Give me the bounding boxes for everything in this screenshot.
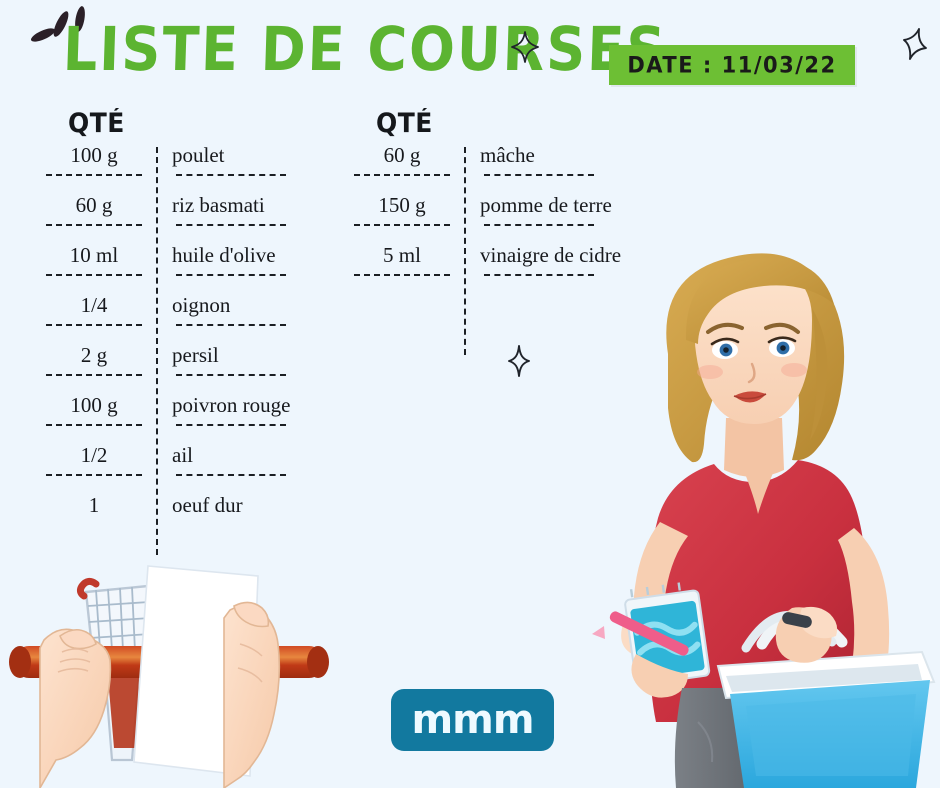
quantity-value: 10 ml (69, 243, 119, 267)
ingredient-name: poulet (172, 143, 225, 167)
quantity-cell: 10 ml (44, 243, 144, 276)
shopping-cart-hands-illustration (9, 565, 329, 788)
row-underline (46, 424, 142, 426)
ingredient-cell: mâche (480, 143, 660, 176)
list-item: 2 g persil (44, 343, 344, 393)
ingredient-name: persil (172, 343, 219, 367)
ingredient-cell: oeuf dur (172, 493, 352, 524)
ingredient-rows: 100 g poulet 60 g riz basmati (44, 143, 344, 555)
ingredient-cell: ail (172, 443, 352, 476)
list-item: 60 g riz basmati (44, 193, 344, 243)
ingredient-cell: pomme de terre (480, 193, 660, 226)
row-underline (176, 274, 286, 276)
brand-logo: mmm (391, 689, 554, 751)
list-item: 60 g mâche (352, 143, 652, 193)
quantity-cell: 1/2 (44, 443, 144, 476)
woman-with-basket-illustration (592, 253, 936, 788)
list-item: 1 oeuf dur (44, 493, 344, 543)
ingredient-cell: riz basmati (172, 193, 352, 226)
row-underline (176, 424, 286, 426)
row-underline (46, 374, 142, 376)
ingredient-name: oignon (172, 293, 231, 317)
row-underline (484, 174, 594, 176)
row-underline (484, 274, 594, 276)
column-header-qty: QTÉ (68, 108, 125, 139)
row-underline (484, 224, 594, 226)
quantity-value: 1/4 (80, 293, 108, 317)
quantity-cell: 1/4 (44, 293, 144, 326)
ingredient-column-left: QTÉ 100 g poulet 60 g riz bas (44, 108, 344, 555)
quantity-cell: 60 g (352, 143, 452, 176)
row-underline (176, 374, 286, 376)
quantity-cell: 150 g (352, 193, 452, 226)
list-item: 1/2 ail (44, 443, 344, 493)
row-underline (46, 274, 142, 276)
ingredient-cell: persil (172, 343, 352, 376)
quantity-value: 5 ml (383, 243, 421, 267)
list-item: 100 g poulet (44, 143, 344, 193)
row-underline (176, 174, 286, 176)
date-badge: DATE : 11/03/22 (609, 45, 855, 85)
quantity-value: 2 g (80, 343, 108, 367)
list-item: 10 ml huile d'olive (44, 243, 344, 293)
quantity-cell: 2 g (44, 343, 144, 376)
row-underline (176, 324, 286, 326)
row-underline (354, 224, 450, 226)
ingredient-name: riz basmati (172, 193, 265, 217)
row-underline (46, 324, 142, 326)
row-underline (176, 224, 286, 226)
page-title-block: LISTE DE COURSES (30, 6, 668, 84)
ingredient-name: poivron rouge (172, 393, 291, 417)
row-underline (46, 174, 142, 176)
row-underline (46, 474, 142, 476)
quantity-value: 60 g (383, 143, 421, 167)
ingredient-cell: oignon (172, 293, 352, 326)
list-item: 5 ml vinaigre de cidre (352, 243, 652, 293)
list-item: 100 g poivron rouge (44, 393, 344, 443)
sparkle-icon (903, 28, 927, 60)
brand-logo-text: mmm (411, 697, 534, 743)
row-underline (354, 274, 450, 276)
ingredient-name: ail (172, 443, 193, 467)
ingredient-column-right: QTÉ 60 g mâche 150 g pomme de (352, 108, 652, 355)
column-divider (156, 147, 158, 555)
quantity-value: 1 (88, 493, 100, 517)
quantity-cell: 60 g (44, 193, 144, 226)
ingredient-name: pomme de terre (480, 193, 612, 217)
ingredient-cell: vinaigre de cidre (480, 243, 660, 276)
ingredient-cell: poivron rouge (172, 393, 352, 426)
quantity-value: 150 g (378, 193, 426, 217)
ingredient-rows: 60 g mâche 150 g pomme de terre (352, 143, 652, 355)
row-underline (176, 474, 286, 476)
emphasis-marks-icon (30, 6, 85, 42)
list-item: 150 g pomme de terre (352, 193, 652, 243)
quantity-cell: 100 g (44, 393, 144, 426)
ingredient-cell: poulet (172, 143, 352, 176)
ingredient-name: huile d'olive (172, 243, 276, 267)
row-underline (46, 224, 142, 226)
ingredient-name: oeuf dur (172, 493, 243, 517)
quantity-cell: 100 g (44, 143, 144, 176)
quantity-cell: 5 ml (352, 243, 452, 276)
column-divider (464, 147, 466, 355)
quantity-value: 100 g (70, 393, 118, 417)
quantity-cell: 1 (44, 493, 144, 524)
ingredient-cell: huile d'olive (172, 243, 352, 276)
date-badge-label: DATE : 11/03/22 (627, 52, 837, 78)
ingredient-name: vinaigre de cidre (480, 243, 622, 267)
row-underline (354, 174, 450, 176)
ingredient-name: mâche (480, 143, 535, 167)
quantity-value: 60 g (75, 193, 113, 217)
page-title: LISTE DE COURSES (61, 13, 669, 85)
column-header-qty: QTÉ (376, 108, 433, 139)
sparkle-icon (511, 31, 539, 63)
sparkle-icon (508, 345, 530, 377)
quantity-value: 1/2 (80, 443, 108, 467)
quantity-value: 100 g (70, 143, 118, 167)
list-item: 1/4 oignon (44, 293, 344, 343)
